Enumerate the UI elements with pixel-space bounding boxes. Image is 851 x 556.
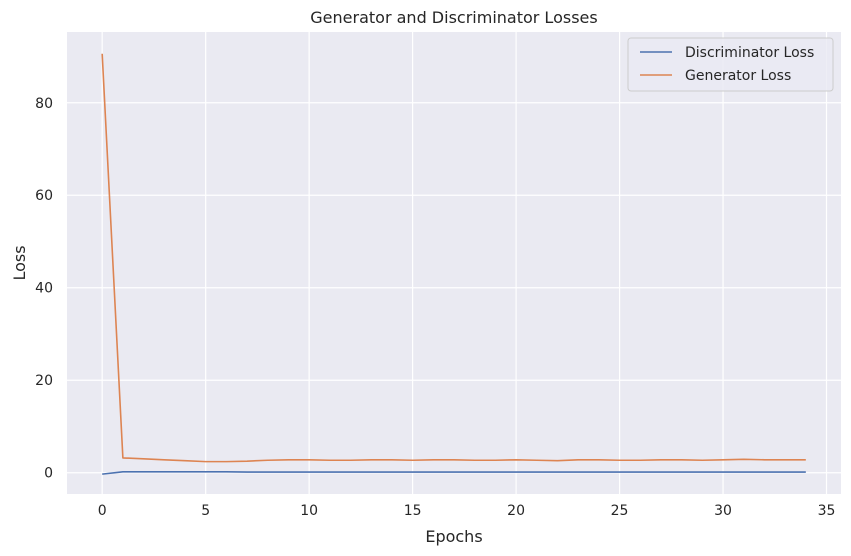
x-axis-ticks: 0 5 10 15 20 25 30 35	[98, 503, 836, 519]
legend-label-generator: Generator Loss	[685, 68, 791, 84]
legend-label-discriminator: Discriminator Loss	[685, 45, 814, 61]
series-lines	[101, 53, 806, 475]
y-tick-label: 60	[35, 188, 53, 204]
x-axis-label: Epochs	[425, 527, 482, 546]
y-tick-label: 20	[35, 373, 53, 389]
legend: Discriminator Loss Generator Loss	[627, 37, 834, 92]
series-line-discriminator-loss	[102, 470, 806, 475]
y-axis-label: Loss	[10, 245, 29, 280]
x-tick-label: 0	[98, 503, 107, 519]
x-tick-label: 15	[404, 503, 422, 519]
x-tick-label: 25	[611, 503, 629, 519]
x-tick-label: 20	[507, 503, 525, 519]
x-tick-label: 35	[818, 503, 836, 519]
legend-box	[627, 37, 834, 92]
y-tick-label: 40	[35, 281, 53, 297]
x-tick-label: 5	[201, 503, 210, 519]
series-line-generator-loss	[101, 53, 806, 463]
y-tick-label: 80	[35, 96, 53, 112]
x-tick-label: 10	[300, 503, 318, 519]
y-axis-ticks: 0 20 40 60 80	[35, 96, 53, 482]
x-tick-label: 30	[714, 503, 732, 519]
plot-background	[67, 32, 841, 494]
y-tick-label: 0	[44, 466, 53, 482]
chart-title: Generator and Discriminator Losses	[310, 8, 597, 27]
